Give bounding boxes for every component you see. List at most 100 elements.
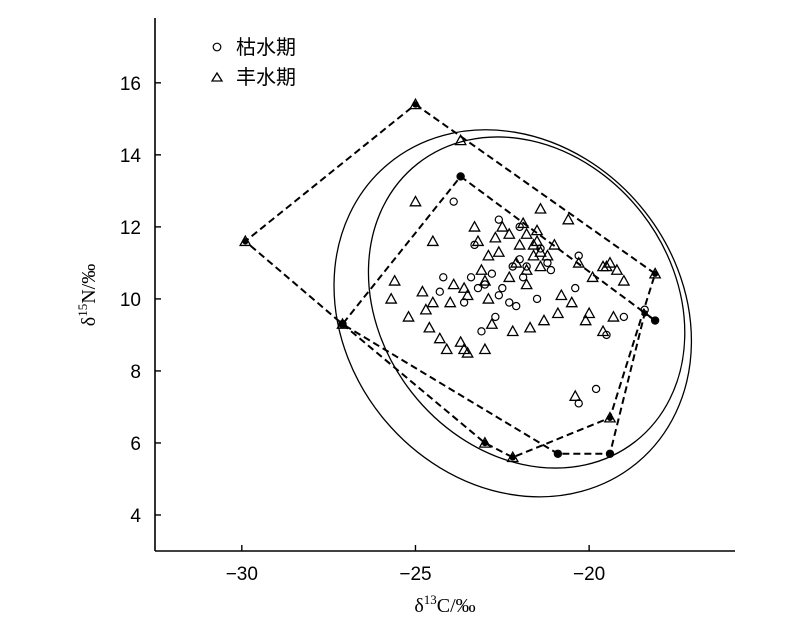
point-dry-season bbox=[591, 384, 601, 394]
y-axis-title: δ15N/‰ bbox=[75, 264, 100, 326]
point-wet-season bbox=[561, 213, 575, 225]
point-wet-season bbox=[475, 263, 488, 275]
point-dry-season bbox=[466, 273, 476, 282]
point-dry-season bbox=[574, 251, 583, 260]
point-wet-season bbox=[600, 259, 613, 272]
point-wet-season bbox=[551, 306, 565, 319]
point-wet-season bbox=[454, 335, 467, 347]
point-wet-season bbox=[582, 306, 596, 319]
point-wet-season bbox=[336, 317, 349, 329]
y-tick-label: 8 bbox=[130, 362, 141, 383]
axis-title-suffix: C/‰ bbox=[437, 595, 476, 617]
legend-circle-marker bbox=[212, 42, 222, 52]
point-dry-season bbox=[494, 291, 504, 300]
x-tick-label: −30 bbox=[226, 564, 258, 585]
point-wet-season bbox=[426, 234, 440, 247]
point-wet-season bbox=[478, 342, 492, 355]
point-wet-season bbox=[586, 270, 599, 283]
point-wet-season bbox=[534, 202, 547, 214]
point-dry-season bbox=[439, 273, 448, 282]
x-axis-title: δ13C/‰ bbox=[414, 592, 475, 617]
axes bbox=[154, 18, 735, 552]
data-points bbox=[238, 97, 662, 463]
point-dry-season bbox=[473, 283, 483, 293]
point-wet-season bbox=[513, 238, 526, 250]
point-dry-season bbox=[553, 449, 563, 458]
point-wet-season bbox=[534, 259, 547, 272]
point-wet-season bbox=[409, 97, 422, 110]
point-wet-season bbox=[530, 234, 544, 247]
y-tick-label: 16 bbox=[120, 74, 141, 95]
point-wet-season bbox=[443, 295, 457, 308]
point-wet-season bbox=[461, 288, 474, 301]
point-wet-season bbox=[496, 220, 509, 232]
point-wet-season bbox=[534, 245, 547, 257]
point-wet-season bbox=[520, 277, 533, 290]
point-wet-season bbox=[454, 133, 467, 146]
point-wet-season bbox=[506, 450, 520, 463]
confidence-ellipses bbox=[333, 129, 693, 498]
point-wet-season bbox=[509, 256, 523, 268]
point-wet-season bbox=[530, 223, 544, 236]
axis-title-isotope-mass: 15 bbox=[75, 304, 90, 317]
point-dry-season bbox=[650, 316, 660, 325]
point-wet-season bbox=[537, 313, 551, 326]
point-wet-season bbox=[388, 274, 401, 286]
point-dry-season bbox=[456, 172, 465, 181]
axis-title-prefix: δ bbox=[414, 595, 423, 617]
hull-vertex bbox=[554, 450, 562, 457]
point-wet-season bbox=[478, 436, 492, 448]
x-tick-label: −25 bbox=[399, 564, 431, 585]
point-wet-season bbox=[433, 331, 447, 344]
point-wet-season bbox=[610, 263, 624, 275]
point-wet-season bbox=[384, 292, 398, 304]
point-wet-season bbox=[426, 295, 440, 308]
point-wet-season bbox=[482, 292, 495, 304]
point-wet-season bbox=[447, 277, 460, 290]
hull-vertex bbox=[606, 450, 614, 457]
point-wet-season bbox=[506, 324, 520, 337]
point-wet-season bbox=[502, 227, 516, 239]
point-wet-season bbox=[520, 263, 533, 275]
point-wet-season bbox=[471, 234, 485, 247]
confidence-ellipse-2 bbox=[367, 136, 686, 469]
point-wet-season bbox=[527, 238, 540, 250]
point-dry-season bbox=[605, 449, 615, 458]
point-wet-season bbox=[579, 313, 592, 326]
point-wet-season bbox=[419, 303, 433, 315]
x-tick-label: −20 bbox=[573, 564, 605, 585]
point-wet-season bbox=[603, 411, 617, 423]
legend-label-wet-season: 丰水期 bbox=[236, 65, 296, 89]
point-wet-season bbox=[527, 249, 540, 261]
y-tick-label: 12 bbox=[120, 218, 141, 239]
point-wet-season bbox=[478, 274, 492, 286]
point-wet-season bbox=[555, 288, 568, 301]
point-wet-season bbox=[523, 321, 537, 333]
point-wet-season bbox=[565, 295, 579, 308]
point-wet-season bbox=[468, 220, 481, 232]
point-dry-season bbox=[449, 197, 458, 206]
convex-hull-1 bbox=[243, 103, 657, 459]
y-tick-label: 10 bbox=[120, 290, 141, 311]
legend: 枯水期 丰水期 bbox=[210, 35, 296, 89]
point-wet-season bbox=[492, 245, 506, 257]
point-wet-season bbox=[485, 317, 499, 329]
point-wet-season bbox=[457, 281, 471, 293]
hull-vertex bbox=[457, 173, 464, 180]
point-wet-season bbox=[516, 216, 530, 229]
confidence-ellipse-1 bbox=[333, 129, 693, 498]
axis-title-suffix: N/‰ bbox=[78, 264, 100, 304]
point-wet-season bbox=[409, 195, 422, 207]
point-wet-season bbox=[548, 238, 561, 250]
point-wet-season bbox=[596, 324, 610, 337]
y-tick-label: 4 bbox=[130, 506, 141, 527]
point-dry-season bbox=[571, 283, 580, 293]
axis-title-isotope-mass: 13 bbox=[424, 592, 437, 607]
point-wet-season bbox=[489, 231, 502, 243]
point-wet-season bbox=[541, 249, 554, 261]
legend-triangle-marker bbox=[210, 71, 224, 82]
point-wet-season bbox=[461, 346, 474, 358]
point-wet-season bbox=[440, 342, 454, 355]
point-wet-season bbox=[648, 267, 662, 279]
axis-title-prefix: δ bbox=[78, 317, 100, 326]
